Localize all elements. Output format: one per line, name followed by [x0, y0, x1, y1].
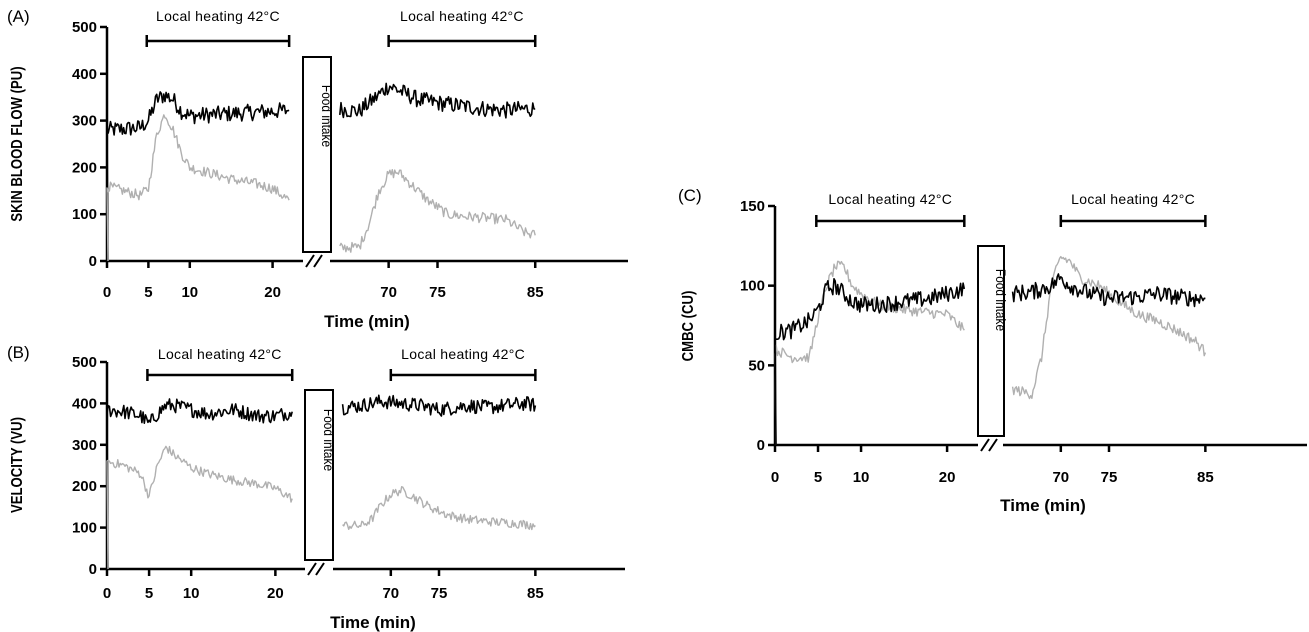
panel-label: (A) [7, 7, 30, 26]
y-tick-label: 500 [72, 19, 97, 36]
x-tick-label: 70 [380, 284, 397, 301]
x-tick-label: 85 [527, 284, 544, 301]
axis-break-mark [313, 254, 323, 268]
x-axis-title: Time (min) [330, 613, 416, 632]
x-tick-label: 0 [771, 469, 779, 486]
panel-a: (A) SKIN BLOOD FLOW (PU) 0 100 200 300 400 500 0… [7, 7, 628, 331]
series-line [339, 82, 536, 119]
x-tick-label: 20 [264, 284, 281, 301]
y-tick-label: 50 [748, 357, 765, 374]
heating-label: Local heating 42°C [828, 191, 952, 207]
y-tick-label: 0 [757, 437, 765, 454]
x-tick-label: 5 [814, 469, 822, 486]
x-tick-label: 75 [429, 284, 446, 301]
series-line [1011, 273, 1206, 308]
y-tick-label: 100 [740, 278, 765, 295]
panel-b: (B) VELOCITY (VU) 0 100 200 300 400 500 0 5 10 20 70… [7, 343, 625, 632]
y-tick-label: 0 [89, 253, 97, 270]
x-tick-label: 10 [181, 284, 198, 301]
y-tick-label: 0 [89, 561, 97, 578]
panel-label: (B) [7, 343, 30, 362]
x-tick-label: 20 [267, 585, 284, 602]
y-tick-label: 150 [740, 198, 765, 215]
panel-label: (C) [678, 186, 702, 205]
food-intake-box [304, 389, 334, 561]
x-tick-label: 85 [1197, 469, 1214, 486]
series-line [342, 486, 536, 531]
axis-break-mark [305, 254, 315, 268]
y-tick-label: 300 [72, 437, 97, 454]
series-line [341, 394, 537, 417]
heating-label: Local heating 42°C [156, 8, 280, 24]
food-intake-label: Food intake [993, 269, 1009, 331]
series-line [106, 114, 290, 262]
food-intake-box [977, 245, 1005, 437]
food-intake-label: Food intake [319, 85, 335, 147]
x-axis-title: Time (min) [324, 312, 410, 331]
axis-break-mark [307, 562, 317, 576]
y-tick-label: 200 [72, 159, 97, 176]
y-axis-title: VELOCITY (VU) [9, 417, 26, 513]
series-line [106, 398, 293, 570]
x-tick-label: 75 [431, 585, 448, 602]
heating-label: Local heating 42°C [400, 8, 524, 24]
axis-break-mark [980, 438, 990, 452]
x-tick-label: 0 [103, 284, 111, 301]
y-axis-title: SKIN BLOOD FLOW (PU) [9, 66, 26, 221]
axis-break-mark [315, 562, 325, 576]
series-line [106, 445, 293, 570]
x-tick-label: 20 [939, 469, 956, 486]
x-tick-label: 10 [183, 585, 200, 602]
x-tick-label: 0 [103, 585, 111, 602]
x-tick-label: 75 [1101, 469, 1118, 486]
x-axis-title: Time (min) [1000, 496, 1086, 515]
y-axis-title: CMBC (CU) [680, 291, 697, 362]
axis-break-mark [988, 438, 998, 452]
heating-label: Local heating 42°C [1071, 191, 1195, 207]
series-line [1011, 255, 1207, 400]
y-tick-label: 500 [72, 354, 97, 371]
y-tick-label: 100 [72, 206, 97, 223]
x-tick-label: 85 [527, 585, 544, 602]
food-intake-label: Food intake [321, 409, 337, 471]
x-tick-label: 70 [382, 585, 399, 602]
series-line [339, 169, 536, 253]
panel-c: (C) CMBC (CU) 0 50 100 150 0 5 10 20 70 75 85 Time (m… [678, 186, 1307, 515]
x-tick-label: 70 [1052, 469, 1069, 486]
x-tick-label: 5 [144, 284, 152, 301]
y-tick-label: 200 [72, 478, 97, 495]
y-tick-label: 400 [72, 395, 97, 412]
y-tick-label: 300 [72, 113, 97, 130]
food-intake-box [302, 56, 332, 253]
heating-label: Local heating 42°C [401, 346, 525, 362]
series-line [774, 278, 966, 446]
x-tick-label: 10 [853, 469, 870, 486]
heating-label: Local heating 42°C [158, 346, 282, 362]
y-tick-label: 400 [72, 66, 97, 83]
series-line [106, 91, 290, 262]
series-line [774, 260, 965, 446]
x-tick-label: 5 [145, 585, 153, 602]
y-tick-label: 100 [72, 520, 97, 537]
